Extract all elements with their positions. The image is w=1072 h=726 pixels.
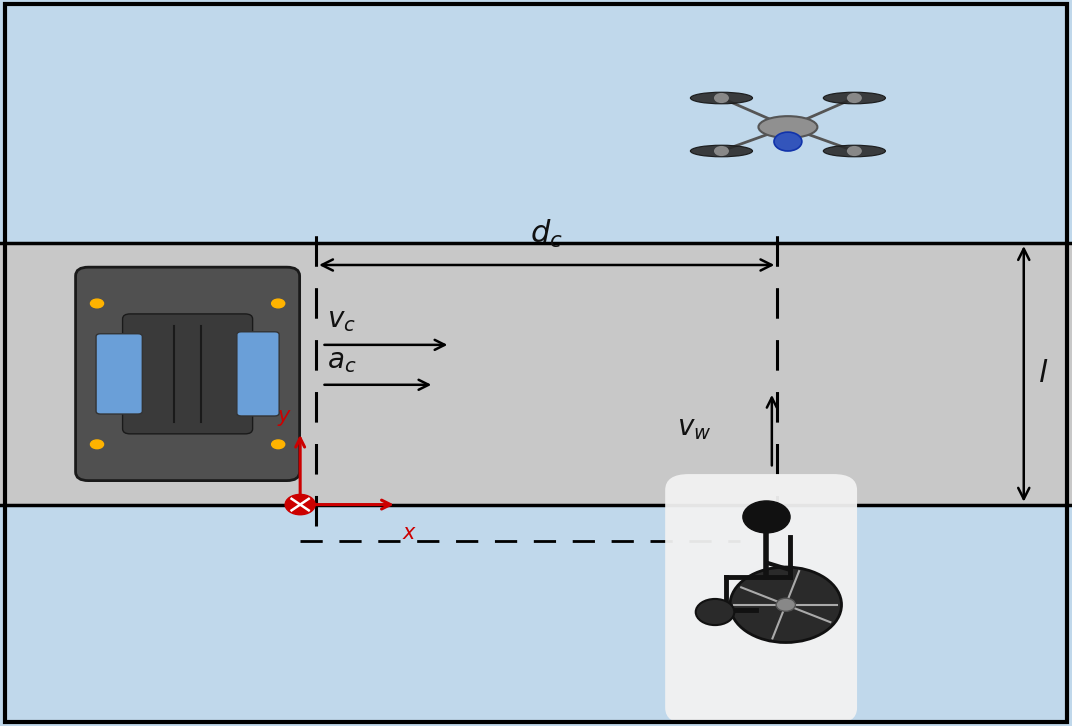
- FancyBboxPatch shape: [122, 314, 253, 434]
- Ellipse shape: [271, 299, 285, 308]
- Circle shape: [847, 93, 862, 103]
- Circle shape: [714, 146, 729, 156]
- Bar: [0, 243, 1072, 505]
- Ellipse shape: [90, 440, 104, 449]
- Ellipse shape: [690, 92, 753, 104]
- Ellipse shape: [90, 299, 104, 308]
- Circle shape: [730, 567, 842, 643]
- Text: $y$: $y$: [277, 408, 292, 428]
- Text: $x$: $x$: [402, 523, 417, 543]
- Ellipse shape: [271, 440, 285, 449]
- Ellipse shape: [823, 92, 885, 104]
- Circle shape: [696, 599, 734, 625]
- Circle shape: [776, 598, 795, 611]
- FancyBboxPatch shape: [96, 334, 143, 414]
- Circle shape: [285, 494, 315, 515]
- Ellipse shape: [823, 145, 885, 157]
- Text: $v_w$: $v_w$: [678, 415, 712, 442]
- Ellipse shape: [690, 145, 753, 157]
- Circle shape: [714, 93, 729, 103]
- Circle shape: [743, 501, 790, 533]
- FancyBboxPatch shape: [665, 474, 857, 724]
- Text: $d_c$: $d_c$: [531, 219, 563, 250]
- FancyBboxPatch shape: [237, 332, 279, 416]
- Circle shape: [847, 146, 862, 156]
- Text: $l$: $l$: [1038, 359, 1048, 388]
- Ellipse shape: [758, 116, 817, 138]
- Text: $a_c$: $a_c$: [327, 346, 356, 375]
- Text: $v_c$: $v_c$: [327, 306, 356, 334]
- Circle shape: [774, 132, 802, 151]
- FancyBboxPatch shape: [75, 267, 299, 481]
